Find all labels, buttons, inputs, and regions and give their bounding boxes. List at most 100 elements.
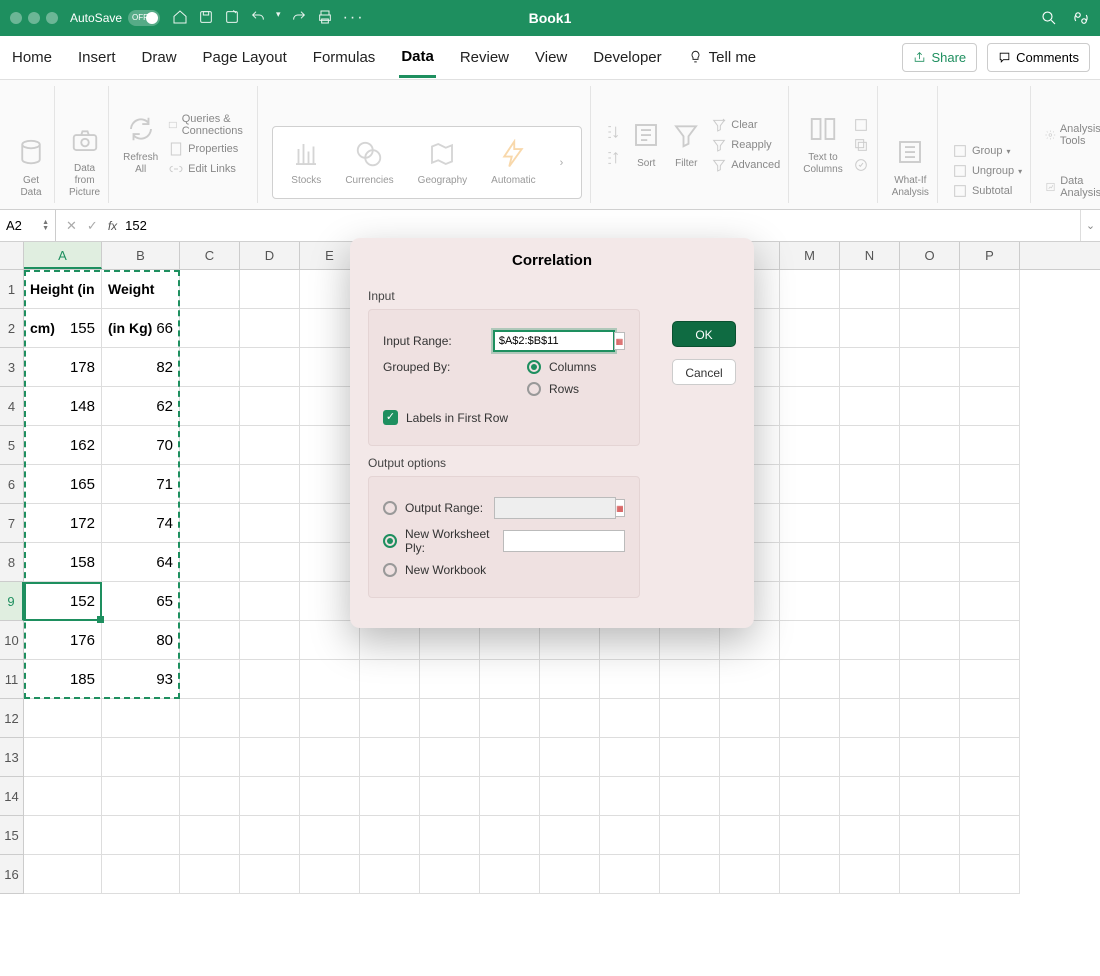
cell[interactable]: 62 <box>102 387 180 426</box>
cell[interactable] <box>900 699 960 738</box>
cell[interactable]: 185 <box>24 660 102 699</box>
queries-connections-button[interactable]: Queries & Connections <box>168 113 249 137</box>
cell[interactable] <box>780 777 840 816</box>
cell[interactable] <box>720 699 780 738</box>
tab-draw[interactable]: Draw <box>140 39 179 76</box>
cell[interactable]: 93 <box>102 660 180 699</box>
cell[interactable] <box>900 426 960 465</box>
cell[interactable] <box>900 504 960 543</box>
cell[interactable] <box>600 738 660 777</box>
tell-me[interactable]: Tell me <box>686 39 759 76</box>
cell[interactable] <box>300 699 360 738</box>
chevron-right-icon[interactable]: › <box>560 157 564 169</box>
get-data-button[interactable]: Get Data <box>16 137 46 199</box>
cell[interactable] <box>960 855 1020 894</box>
cell[interactable] <box>600 855 660 894</box>
cell[interactable] <box>780 738 840 777</box>
cell[interactable] <box>780 504 840 543</box>
cell[interactable] <box>660 738 720 777</box>
tab-page-layout[interactable]: Page Layout <box>201 39 289 76</box>
cell[interactable] <box>240 504 300 543</box>
cell[interactable] <box>180 387 240 426</box>
cell[interactable] <box>780 270 840 309</box>
cell[interactable] <box>360 777 420 816</box>
cell[interactable] <box>840 777 900 816</box>
cell[interactable] <box>960 582 1020 621</box>
cell[interactable] <box>240 543 300 582</box>
cell[interactable] <box>840 738 900 777</box>
cell[interactable] <box>240 660 300 699</box>
cell[interactable] <box>960 777 1020 816</box>
column-header[interactable]: P <box>960 242 1020 269</box>
cell[interactable]: 82 <box>102 348 180 387</box>
cell[interactable] <box>600 699 660 738</box>
window-controls[interactable] <box>10 12 58 24</box>
cell[interactable]: 74 <box>102 504 180 543</box>
cell[interactable] <box>660 699 720 738</box>
cell[interactable] <box>480 777 540 816</box>
cell[interactable] <box>360 738 420 777</box>
cell[interactable] <box>660 816 720 855</box>
row-header[interactable]: 6 <box>0 465 24 504</box>
home-icon[interactable] <box>172 9 188 25</box>
row-header[interactable]: 9 <box>0 582 24 621</box>
sync-icon[interactable] <box>1072 9 1090 27</box>
cell[interactable] <box>960 699 1020 738</box>
cell[interactable] <box>540 816 600 855</box>
cell[interactable] <box>240 582 300 621</box>
output-range-field[interactable] <box>494 497 616 519</box>
remove-dup-icon[interactable] <box>853 137 869 153</box>
cell[interactable] <box>240 309 300 348</box>
flash-fill-icon[interactable] <box>853 117 869 133</box>
cell[interactable] <box>360 816 420 855</box>
cell[interactable] <box>24 699 102 738</box>
cell[interactable] <box>180 660 240 699</box>
cell[interactable] <box>840 816 900 855</box>
ok-button[interactable]: OK <box>672 321 736 347</box>
analysis-tools-button[interactable]: Analysis Tools <box>1045 123 1100 147</box>
cell[interactable] <box>840 699 900 738</box>
cell[interactable] <box>960 309 1020 348</box>
enter-formula-icon[interactable]: ✓ <box>87 218 98 234</box>
cell[interactable] <box>480 738 540 777</box>
cell[interactable] <box>960 465 1020 504</box>
row-header[interactable]: 12 <box>0 699 24 738</box>
cell[interactable] <box>960 426 1020 465</box>
cell[interactable] <box>180 465 240 504</box>
cell[interactable] <box>720 777 780 816</box>
column-header[interactable]: D <box>240 242 300 269</box>
cell[interactable]: 71 <box>102 465 180 504</box>
cell[interactable] <box>420 738 480 777</box>
cell[interactable] <box>780 309 840 348</box>
cell[interactable] <box>24 777 102 816</box>
cell[interactable] <box>102 855 180 894</box>
cell[interactable] <box>540 855 600 894</box>
text-to-columns-button[interactable]: Text to Columns <box>803 114 842 176</box>
cell[interactable] <box>240 426 300 465</box>
cell[interactable] <box>180 816 240 855</box>
cell[interactable] <box>840 582 900 621</box>
comments-button[interactable]: Comments <box>987 43 1090 72</box>
labels-checkbox[interactable]: ✓ <box>383 410 398 425</box>
cell[interactable] <box>180 348 240 387</box>
rows-radio[interactable] <box>527 382 541 396</box>
cell[interactable] <box>900 387 960 426</box>
cell[interactable] <box>900 738 960 777</box>
cell[interactable] <box>780 543 840 582</box>
advanced-filter-button[interactable]: Advanced <box>711 157 780 173</box>
column-header[interactable]: M <box>780 242 840 269</box>
cell[interactable]: 172 <box>24 504 102 543</box>
formula-value[interactable]: 152 <box>125 218 147 233</box>
cell[interactable] <box>240 621 300 660</box>
new-workbook-radio[interactable] <box>383 563 397 577</box>
cell[interactable] <box>360 699 420 738</box>
cell[interactable] <box>300 816 360 855</box>
cell[interactable] <box>102 777 180 816</box>
save-as-icon[interactable] <box>224 9 240 25</box>
more-icon[interactable]: ··· <box>343 9 365 27</box>
data-from-picture-button[interactable]: Data from Picture <box>69 125 100 199</box>
columns-radio[interactable] <box>527 360 541 374</box>
cell[interactable] <box>960 270 1020 309</box>
cell[interactable] <box>240 699 300 738</box>
cell[interactable]: 158 <box>24 543 102 582</box>
